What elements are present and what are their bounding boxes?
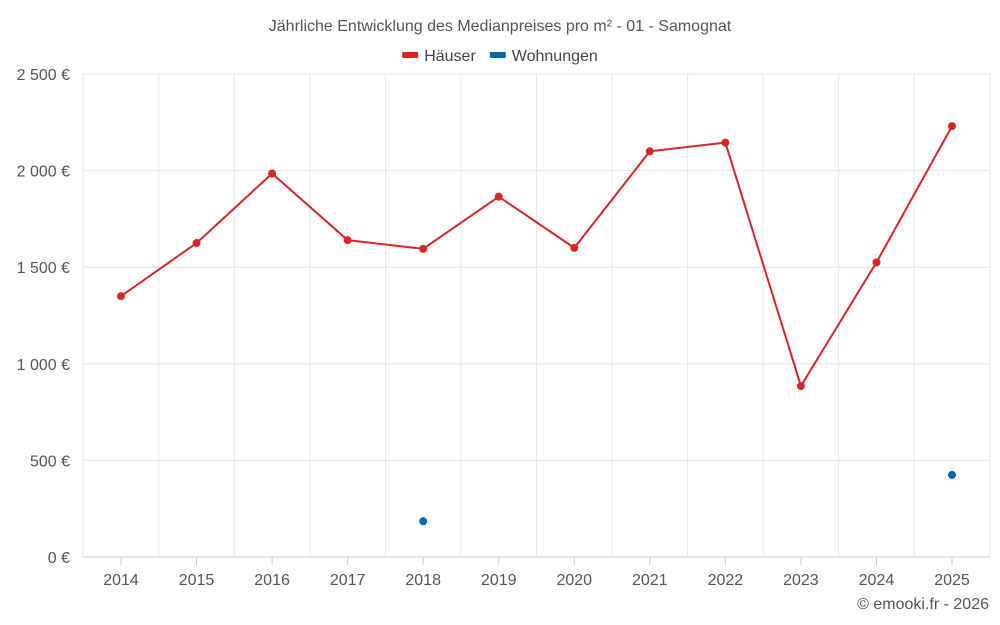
data-point[interactable] <box>570 243 579 252</box>
data-point[interactable] <box>796 382 805 391</box>
legend-label: Wohnungen <box>512 48 598 65</box>
data-point[interactable] <box>872 258 881 267</box>
y-tick-label: 1 500 € <box>17 260 70 277</box>
series-häuser <box>117 122 956 391</box>
data-point[interactable] <box>117 292 125 301</box>
series-wohnungen <box>419 470 956 526</box>
legend[interactable]: Häuser Wohnungen <box>402 48 598 65</box>
x-tick-label: 2025 <box>934 572 970 589</box>
legend-item[interactable]: Wohnungen <box>489 48 598 65</box>
legend-item[interactable]: Häuser <box>402 48 476 65</box>
credit-text: © emooki.fr - 2026 <box>857 596 989 613</box>
x-axis: 2014 2015 2016 2017 2018 2019 2020 2021 2022 2023… <box>103 557 970 589</box>
x-tick-label: 2021 <box>632 572 668 589</box>
data-point[interactable] <box>948 470 956 479</box>
chart-title: Jährliche Entwicklung des Medianpreises … <box>269 18 732 35</box>
data-point[interactable] <box>948 122 956 131</box>
x-tick-label: 2016 <box>254 572 290 589</box>
data-point[interactable] <box>645 147 654 156</box>
y-tick-label: 1 000 € <box>17 357 70 374</box>
data-point[interactable] <box>419 517 428 526</box>
data-point[interactable] <box>192 239 201 248</box>
legend-label: Häuser <box>424 48 476 65</box>
data-point[interactable] <box>343 236 352 245</box>
data-point[interactable] <box>494 192 503 201</box>
grid <box>82 73 991 558</box>
legend-swatch <box>489 52 506 58</box>
y-tick-label: 2 000 € <box>17 164 70 181</box>
data-point[interactable] <box>721 138 730 147</box>
x-tick-label: 2015 <box>179 572 215 589</box>
x-tick-label: 2024 <box>859 572 895 589</box>
x-tick-label: 2020 <box>556 572 592 589</box>
x-tick-label: 2019 <box>481 572 517 589</box>
x-tick-label: 2022 <box>708 572 744 589</box>
series-layer <box>117 122 956 526</box>
y-tick-label: 0 € <box>48 550 70 567</box>
y-tick-label: 500 € <box>30 453 70 470</box>
y-tick-label: 2 500 € <box>17 67 70 84</box>
x-tick-label: 2023 <box>783 572 819 589</box>
x-tick-label: 2018 <box>405 572 441 589</box>
y-axis: 0 € 500 € 1 000 € 1 500 € 2 000 € 2 500 € <box>17 67 70 567</box>
data-point[interactable] <box>268 169 277 178</box>
data-point[interactable] <box>419 244 428 253</box>
x-tick-label: 2014 <box>103 572 139 589</box>
legend-swatch <box>402 52 419 58</box>
x-tick-label: 2017 <box>330 572 366 589</box>
series-line <box>120 125 953 389</box>
